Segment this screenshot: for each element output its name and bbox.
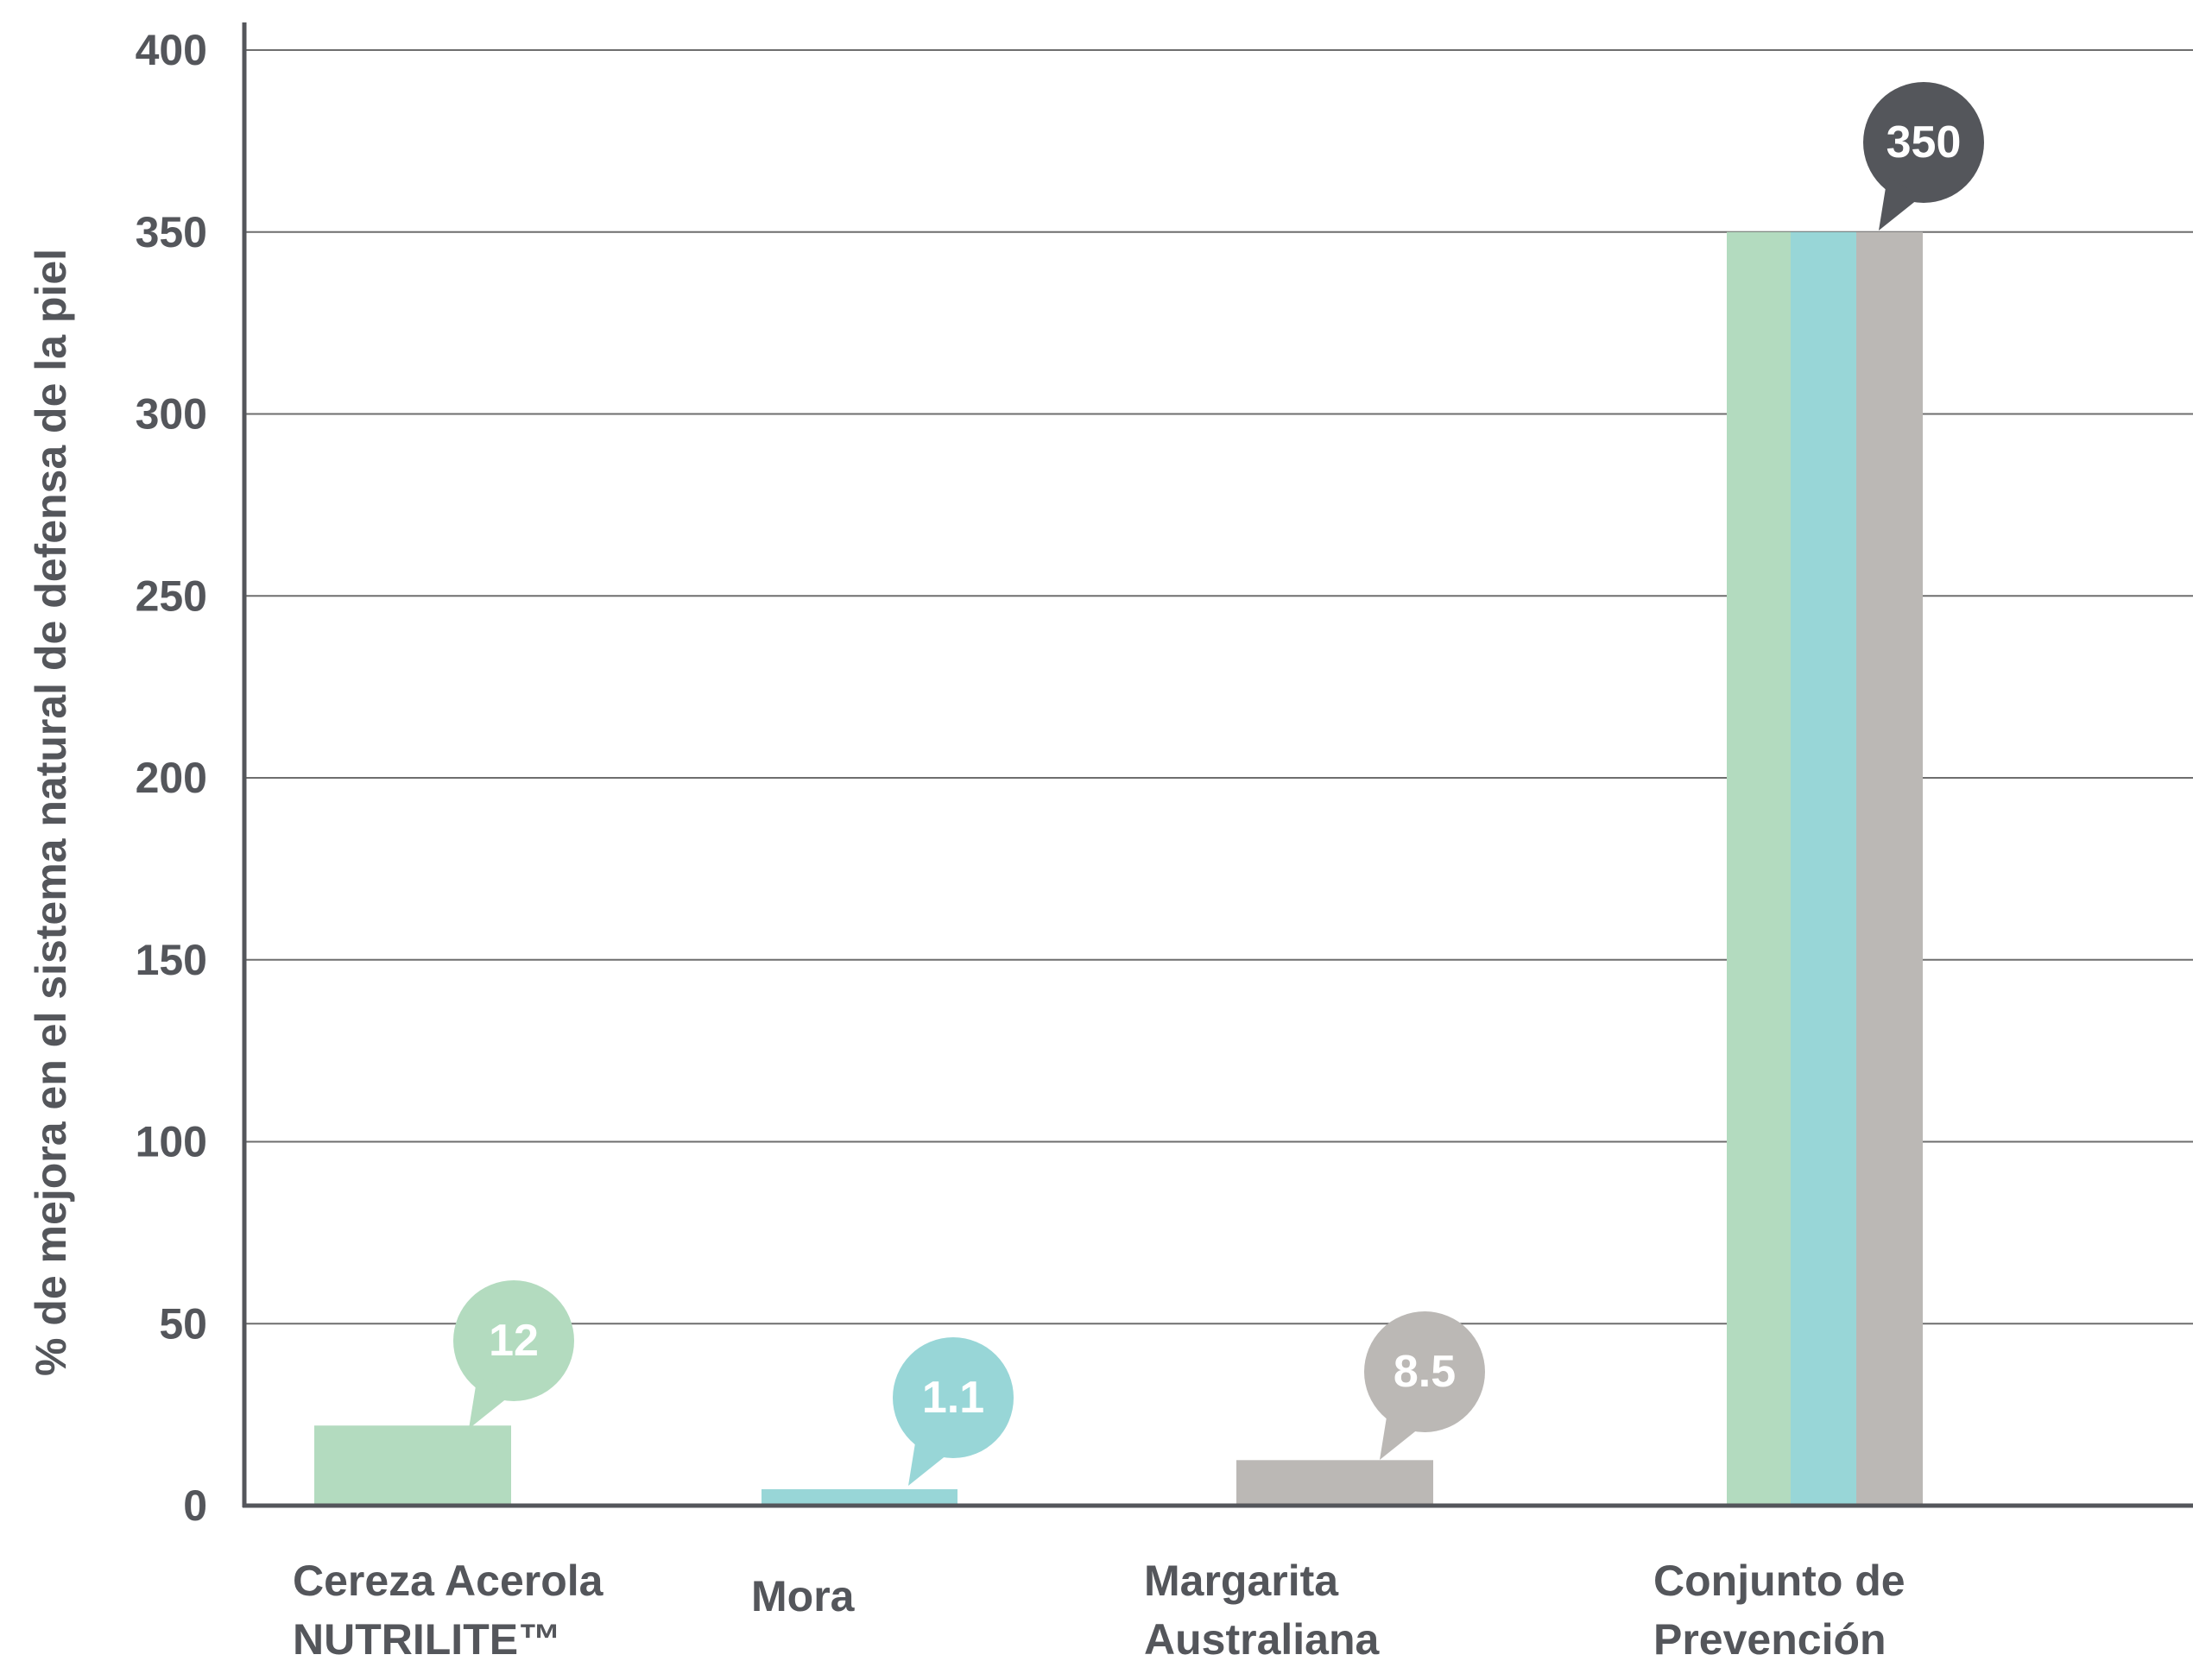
- bar-3: [1236, 1460, 1433, 1506]
- y-tick-labels: 0 50 100 150 200 250 300 350 400: [136, 26, 207, 1530]
- y-tick-label-50: 50: [159, 1299, 207, 1348]
- callout-tail: [1380, 1406, 1423, 1460]
- y-tick-label-200: 200: [136, 754, 207, 802]
- bar-4-segment-1: [1727, 231, 1791, 1506]
- x-category-label-line: Australiana: [1144, 1615, 1381, 1664]
- value-callout-3: 8.5: [1364, 1311, 1485, 1460]
- y-tick-label-300: 300: [136, 390, 207, 439]
- x-category-label-line: Conjunto de: [1653, 1557, 1905, 1605]
- y-tick-label-0: 0: [183, 1481, 207, 1530]
- y-axis-title-group: % de mejora en el sistema natural de def…: [27, 249, 75, 1376]
- value-callout-1: 12: [453, 1280, 574, 1429]
- callout-value-label: 1.1: [922, 1373, 984, 1423]
- callout-bubble: [1863, 82, 1984, 203]
- value-callouts: 12 1.1 8.5 350: [453, 82, 1984, 1486]
- bar-4-segment-3: [1856, 231, 1923, 1506]
- callout-bubble: [1364, 1311, 1485, 1432]
- x-category-label-line: NUTRILITE™: [293, 1615, 561, 1664]
- y-tick-label-400: 400: [136, 26, 207, 74]
- x-category-label-3: Margarita Australiana: [1144, 1557, 1381, 1664]
- callout-value-label: 8.5: [1394, 1347, 1456, 1397]
- value-callout-2: 1.1: [893, 1337, 1014, 1486]
- x-category-label-line: Margarita: [1144, 1557, 1339, 1605]
- x-category-label-1: Cereza Acerola NUTRILITE™: [293, 1557, 604, 1664]
- callout-value-label: 12: [489, 1316, 539, 1366]
- x-category-label-2: Mora: [751, 1572, 856, 1620]
- y-tick-label-100: 100: [136, 1118, 207, 1166]
- y-axis-title: % de mejora en el sistema natural de def…: [27, 249, 75, 1376]
- x-category-label-line: Cereza Acerola: [293, 1557, 604, 1605]
- x-category-label-line: Prevención: [1653, 1615, 1886, 1664]
- callout-bubble: [893, 1337, 1014, 1458]
- callout-tail: [1879, 177, 1922, 231]
- value-callout-4: 350: [1863, 82, 1984, 231]
- axes: [242, 22, 2193, 1508]
- x-category-labels: Cereza Acerola NUTRILITE™ Mora Margarita Aus…: [293, 1557, 1905, 1664]
- x-category-label-line: Mora: [751, 1572, 856, 1620]
- y-tick-label-250: 250: [136, 572, 207, 620]
- bar-2: [762, 1489, 957, 1506]
- callout-bubble: [453, 1280, 574, 1401]
- callout-value-label: 350: [1886, 117, 1962, 167]
- callout-tail: [908, 1432, 951, 1486]
- gridlines: [244, 49, 2193, 1325]
- y-tick-label-150: 150: [136, 936, 207, 984]
- callout-tail: [469, 1375, 512, 1429]
- bars: [314, 231, 1923, 1506]
- bar-1: [314, 1425, 511, 1506]
- y-tick-label-350: 350: [136, 208, 207, 256]
- bar-4-segment-2: [1791, 231, 1856, 1506]
- x-category-label-4: Conjunto de Prevención: [1653, 1557, 1905, 1664]
